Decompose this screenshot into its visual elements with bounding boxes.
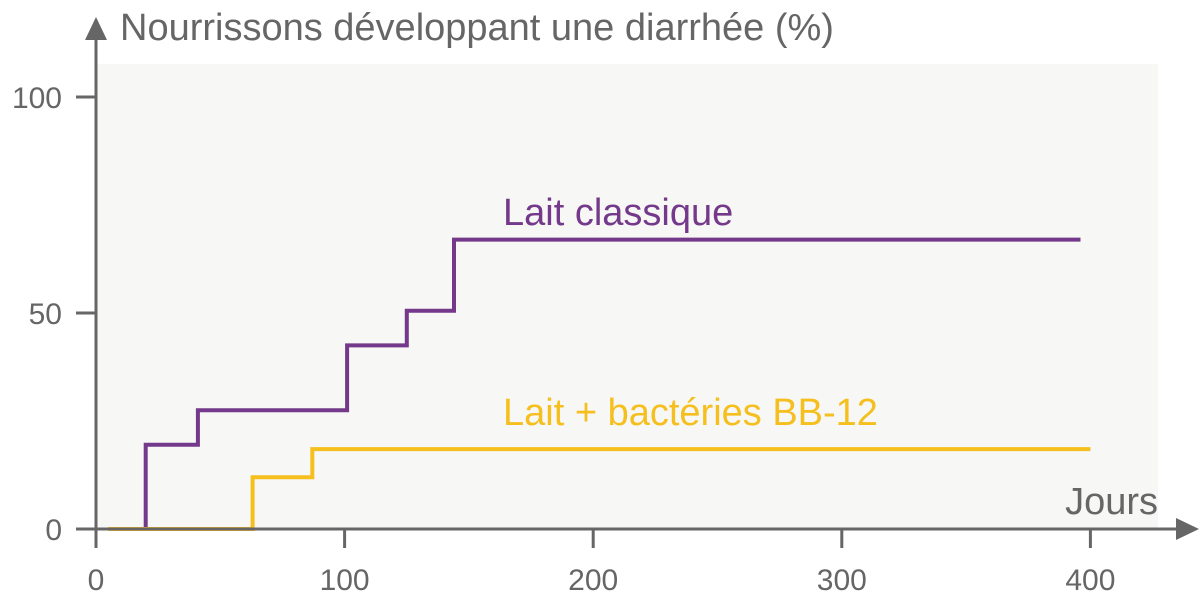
y-tick-label-0: 0 bbox=[45, 514, 62, 547]
y-tick-label-100: 100 bbox=[12, 82, 62, 115]
series-line-lait-classique bbox=[108, 237, 1081, 531]
plot-background bbox=[96, 64, 1158, 529]
x-tick-label-400: 400 bbox=[1065, 564, 1115, 597]
y-axis-ticks: 0 50 100 bbox=[12, 82, 96, 547]
y-axis-title: Nourrissons développant une diarrhée (%) bbox=[120, 7, 834, 49]
x-axis-arrow bbox=[1176, 518, 1199, 540]
y-axis-arrow bbox=[85, 17, 107, 40]
x-axis-ticks: 0 100 200 300 400 bbox=[88, 529, 1115, 597]
series-label-lait-classique: Lait classique bbox=[503, 192, 733, 234]
x-tick-label-200: 200 bbox=[568, 564, 618, 597]
series-label-lait-bacteries: Lait + bactéries BB-12 bbox=[503, 392, 878, 434]
x-axis-title: Jours bbox=[1065, 481, 1158, 523]
x-tick-label-300: 300 bbox=[817, 564, 867, 597]
x-tick-label-100: 100 bbox=[320, 564, 370, 597]
y-tick-label-50: 50 bbox=[29, 298, 62, 331]
x-tick-label-0: 0 bbox=[88, 564, 105, 597]
